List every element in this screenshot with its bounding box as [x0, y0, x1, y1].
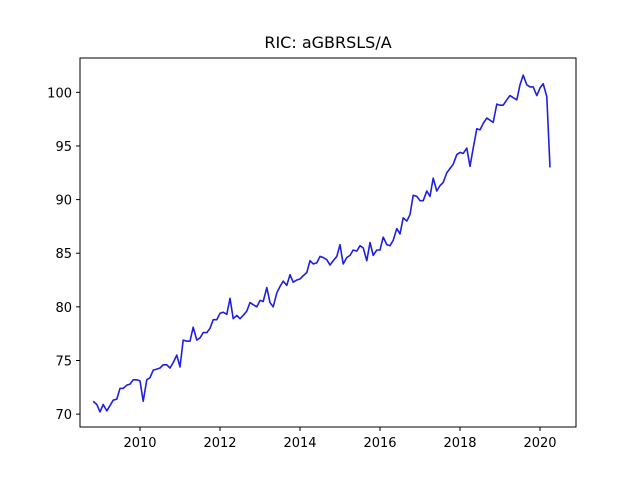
y-axis: 70 75 80 85 90 95 100	[47, 86, 80, 423]
x-tick-label: 2012	[203, 436, 236, 451]
x-tick-label: 2010	[123, 436, 156, 451]
x-tick-label: 2020	[523, 436, 556, 451]
x-tick-label: 2018	[443, 436, 476, 451]
y-tick-label: 95	[55, 140, 72, 155]
chart-title: RIC: aGBRSLS/A	[264, 33, 391, 52]
axes-frame	[79, 57, 577, 428]
series-line-0	[92, 74, 551, 413]
x-axis: 2010 2012 2014 2016 2018 2020	[123, 427, 557, 451]
y-tick-label: 80	[55, 301, 72, 316]
y-tick-label: 100	[47, 86, 72, 101]
y-tick-label: 90	[55, 194, 72, 209]
x-tick-label: 2014	[283, 436, 316, 451]
x-tick-label: 2016	[363, 436, 396, 451]
y-tick-label: 85	[55, 247, 72, 262]
y-tick-label: 75	[55, 354, 72, 369]
plot-area	[92, 74, 551, 413]
y-tick-label: 70	[55, 408, 72, 423]
